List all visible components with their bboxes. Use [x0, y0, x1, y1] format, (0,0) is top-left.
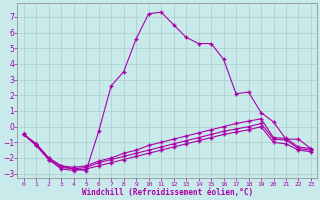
X-axis label: Windchill (Refroidissement éolien,°C): Windchill (Refroidissement éolien,°C) — [82, 188, 253, 197]
